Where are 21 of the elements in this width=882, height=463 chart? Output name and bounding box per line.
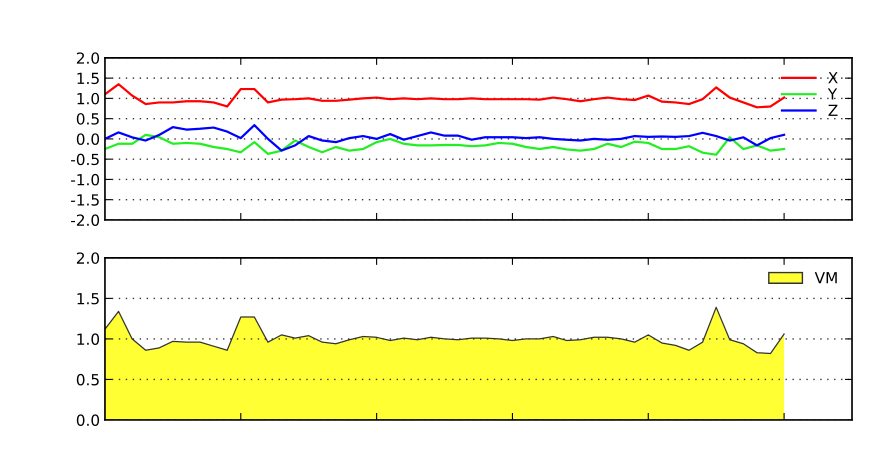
- legend-label: Y: [828, 88, 838, 100]
- y-tick-label: 0.0: [76, 133, 100, 145]
- y-tick-label: 0.5: [76, 113, 99, 125]
- y-tick-label: -0.5: [71, 154, 99, 166]
- legend-label: Z: [828, 104, 838, 116]
- y-tick-label: 2.0: [76, 252, 100, 264]
- y-tick-label: 0.5: [76, 374, 99, 386]
- line-series: [104, 134, 786, 156]
- legend-label: X: [828, 72, 838, 84]
- y-tick-label: -1.5: [71, 194, 99, 206]
- y-tick-label: 1.5: [77, 72, 99, 84]
- line-series: [104, 124, 786, 152]
- y-tick-label: -2.0: [71, 214, 100, 226]
- line-series: [104, 83, 786, 108]
- y-tick-label: 1.5: [77, 293, 99, 304]
- y-tick-label: 0.0: [76, 414, 100, 426]
- y-tick-label: 1.0: [77, 92, 100, 104]
- y-tick-label: -1.0: [71, 174, 100, 186]
- y-tick-label: 1.0: [77, 333, 100, 345]
- y-tick-label: 2.0: [76, 52, 100, 64]
- legend-label: VM: [814, 272, 837, 284]
